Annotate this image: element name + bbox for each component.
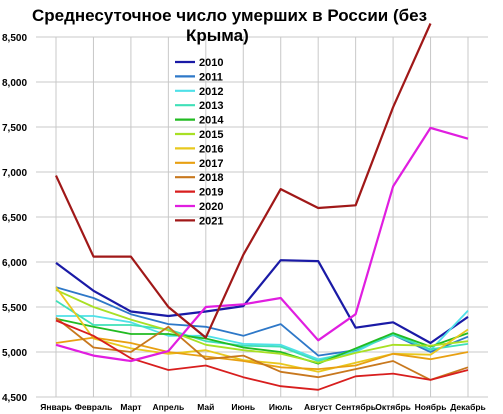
x-tick-label: Май: [197, 402, 214, 412]
x-tick-label: Декабрь: [450, 402, 486, 412]
series-line-2015: [55, 289, 469, 364]
series-line-2018: [55, 317, 469, 381]
y-tick-label: 8,000: [2, 78, 27, 89]
x-tick-label: Апрель: [152, 402, 184, 412]
legend-label-2015: 2015: [199, 129, 223, 141]
series-line-2014: [55, 317, 469, 365]
legend-label-2017: 2017: [199, 158, 223, 170]
y-tick-label: 7,000: [2, 168, 27, 179]
y-tick-label: 6,500: [2, 213, 27, 224]
y-tick-label: 8,500: [2, 33, 27, 44]
series-line-2021: [55, 23, 432, 339]
legend-label-2011: 2011: [199, 71, 223, 83]
y-tick-label: 7,500: [2, 123, 27, 134]
legend-label-2010: 2010: [199, 57, 223, 69]
y-tick-label: 5,000: [2, 348, 27, 359]
legend-label-2013: 2013: [199, 100, 223, 112]
legend-label-2020: 2020: [199, 201, 223, 213]
legend-label-2014: 2014: [199, 115, 224, 127]
legend-label-2021: 2021: [199, 215, 223, 227]
legend-label-2012: 2012: [199, 86, 223, 98]
legend-label-2019: 2019: [199, 187, 223, 199]
x-tick-label: Август: [304, 402, 332, 412]
x-tick-label: Сентябрь: [335, 402, 376, 412]
series-line-2010: [55, 259, 469, 345]
chart-title-line-2: Крыма): [186, 26, 249, 45]
legend-label-2018: 2018: [199, 172, 223, 184]
series-lines: [55, 23, 469, 391]
x-tick-label: Март: [120, 402, 141, 412]
x-tick-label: Ноябрь: [415, 402, 447, 412]
x-tick-label: Февраль: [75, 402, 113, 412]
chart-title-line-1: Среднесуточное число умерших в России (б…: [32, 6, 427, 25]
x-tick-label: Январь: [40, 402, 72, 412]
series-line-2020: [55, 126, 469, 363]
y-axis-ticks: 4,500 5,000 5,500 6,000 6,500 7,000 7,500 8,000…: [2, 33, 27, 404]
series-line-2019: [55, 319, 469, 391]
y-tick-label: 4,500: [2, 393, 27, 404]
y-tick-label: 6,000: [2, 258, 27, 269]
x-axis-ticks: Январь Февраль Март Апрель Май Июнь Июль Август…: [40, 402, 486, 412]
x-tick-label: Октябрь: [375, 402, 411, 412]
legend-label-2016: 2016: [199, 143, 223, 155]
x-tick-label: Июнь: [231, 402, 255, 412]
y-tick-label: 5,500: [2, 303, 27, 314]
legend: 2010 2011 2012 2013 2014 2015 2016 2017 2018 2019…: [175, 57, 224, 227]
chart-title: Среднесуточное число умерших в России (б…: [32, 6, 427, 45]
series-line-2013: [55, 299, 469, 362]
x-tick-label: Июль: [269, 402, 293, 412]
